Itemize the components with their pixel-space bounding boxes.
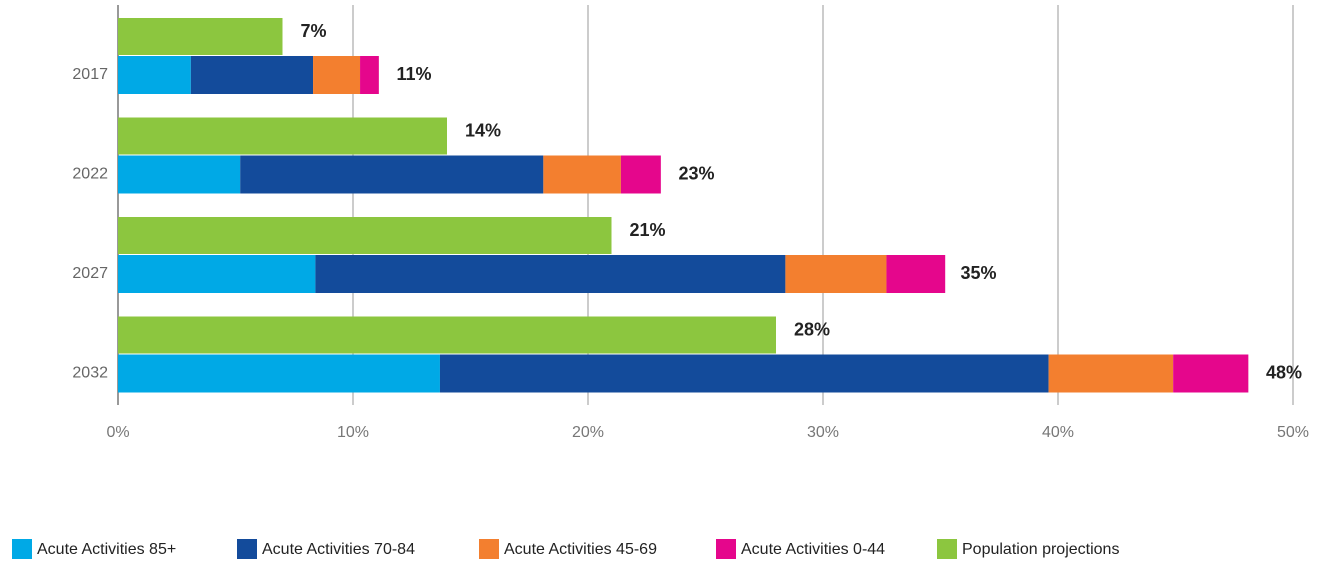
y-tick-label: 2027 <box>72 265 108 282</box>
total-label: 48% <box>1266 362 1302 382</box>
data-label: 7% <box>301 21 327 41</box>
x-tick-label: 40% <box>1042 424 1074 441</box>
x-tick-label: 50% <box>1277 424 1309 441</box>
bar <box>118 316 776 354</box>
bar-segment <box>886 255 946 293</box>
bar-segment <box>439 354 1049 393</box>
x-tick-label: 0% <box>106 424 129 441</box>
bar-segment <box>1173 354 1249 393</box>
x-tick-label: 10% <box>337 424 369 441</box>
legend-swatch <box>716 539 736 559</box>
total-label: 23% <box>679 163 715 183</box>
bar-segment <box>315 255 786 293</box>
bar-segment <box>360 56 379 94</box>
bar-segment <box>1048 354 1174 393</box>
legend-label: Acute Activities 85+ <box>37 541 176 558</box>
bar-segment <box>118 155 241 194</box>
y-tick-label: 2022 <box>72 166 108 183</box>
legend-label: Population projections <box>962 541 1119 558</box>
bar-segment <box>118 56 191 94</box>
y-tick-label: 2017 <box>72 66 108 83</box>
legend-swatch <box>479 539 499 559</box>
bar-segment <box>190 56 314 94</box>
bar <box>118 18 283 55</box>
legend-swatch <box>12 539 32 559</box>
bar <box>118 217 612 254</box>
legend-swatch <box>237 539 257 559</box>
x-tick-label: 20% <box>572 424 604 441</box>
bar-segment <box>620 155 661 194</box>
bar <box>118 117 447 155</box>
data-label: 21% <box>630 220 666 240</box>
bar-segment <box>313 56 361 94</box>
legend-label: Acute Activities 45-69 <box>504 541 657 558</box>
legend-swatch <box>937 539 957 559</box>
legend-label: Acute Activities 0-44 <box>741 541 885 558</box>
x-tick-label: 30% <box>807 424 839 441</box>
data-label: 28% <box>794 319 830 339</box>
legend-label: Acute Activities 70-84 <box>262 541 415 558</box>
bar-segment <box>118 354 440 393</box>
bar-segment <box>240 155 544 194</box>
bar-segment <box>543 155 621 194</box>
total-label: 35% <box>961 263 997 283</box>
y-tick-label: 2032 <box>72 365 108 382</box>
total-label: 11% <box>397 64 432 84</box>
bar-segment <box>118 255 316 293</box>
bar-segment <box>785 255 887 293</box>
data-label: 14% <box>465 120 501 140</box>
